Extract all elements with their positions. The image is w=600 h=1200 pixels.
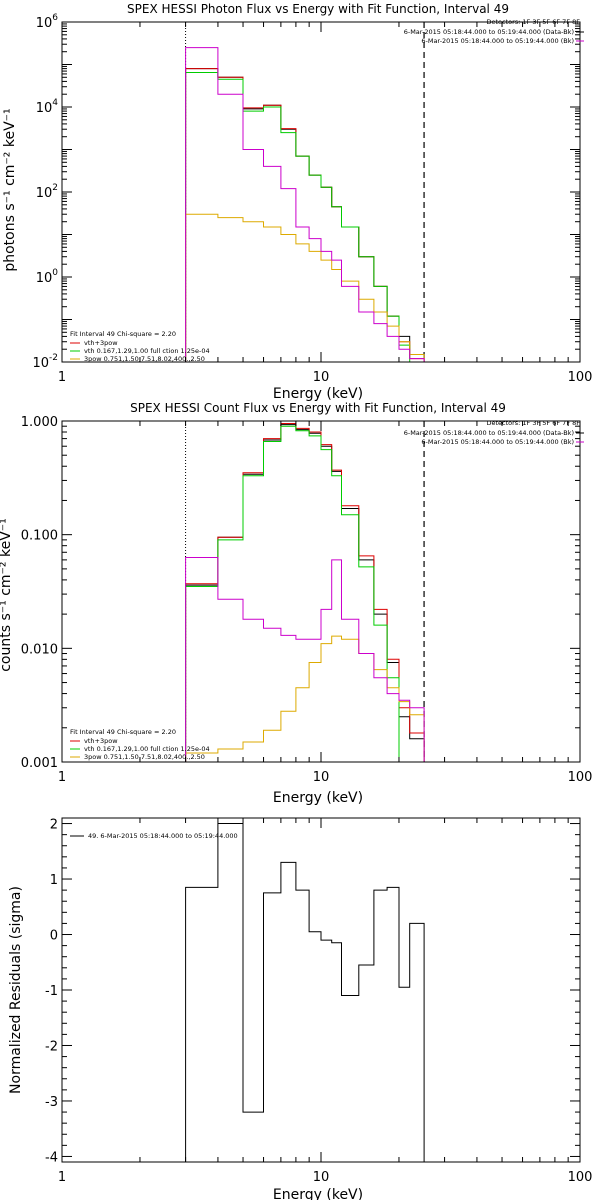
count-flux-ylabel: counts s⁻¹ cm⁻² keV⁻¹ bbox=[0, 518, 14, 672]
count-flux-xtick-label: 100 bbox=[568, 770, 593, 785]
photon-flux-bk-interval: 6-Mar-2015 05:18:44.000 to 05:19:44.000 … bbox=[421, 37, 574, 45]
count-flux-fit-total: vth+3pow bbox=[84, 737, 118, 745]
count-flux-fit-info: Fit Interval 49 Chi-square = 2.20 vth+3p… bbox=[70, 728, 210, 761]
residuals-plot-area: 1 10 100 -4 -3 -2 -1 0 1 2 bbox=[45, 817, 593, 1185]
photon-flux-fit-interval: Fit Interval 49 Chi-square = 2.20 bbox=[70, 330, 176, 338]
count-flux-plot-area: 1 10 100 0.001 0.010 0.100 1.000 bbox=[21, 415, 593, 785]
count-flux-data-bk-interval: 6-Mar-2015 05:18:44.000 to 05:19:44.000 … bbox=[404, 429, 574, 437]
count-flux-series-bk bbox=[185, 557, 425, 762]
count-flux-ytick-label: 1.000 bbox=[21, 415, 58, 430]
count-flux-ytick-label: 0.001 bbox=[21, 756, 58, 771]
residuals-ytick-label: 2 bbox=[50, 818, 58, 833]
count-flux-fit-vth: vth 0.167,1.29,1.00 full ction 1.25e-04 bbox=[84, 745, 210, 753]
residuals-xtick-label: 1 bbox=[58, 1170, 66, 1185]
photon-flux-xtick-label: 100 bbox=[568, 370, 593, 385]
residuals-xtick-label: 10 bbox=[313, 1170, 330, 1185]
photon-flux-xtick-label: 10 bbox=[313, 370, 330, 385]
count-flux-header: Detectors: 1F 3F 5F 6F 7F 8F 6-Mar-2015 … bbox=[404, 419, 584, 446]
count-flux-ytick-label: 0.100 bbox=[21, 529, 58, 544]
residuals-panel: Energy (keV) Normalized Residuals (sigma… bbox=[8, 817, 593, 1200]
photon-flux-fit-vth: vth 0.167,1.29,1.00 full ction 1.25e-04 bbox=[84, 347, 210, 355]
residuals-ytick-label: -2 bbox=[45, 1039, 58, 1054]
residuals-xtick-label: 100 bbox=[568, 1170, 593, 1185]
residuals-ytick-label: 1 bbox=[50, 873, 58, 888]
residuals-ytick-label: -4 bbox=[45, 1150, 58, 1165]
count-flux-ytick-label: 0.010 bbox=[21, 642, 58, 657]
residuals-ytick-label: 0 bbox=[50, 929, 58, 944]
photon-flux-panel: SPEX HESSI Photon Flux vs Energy with Fi… bbox=[2, 2, 592, 402]
count-flux-series-data-bk bbox=[185, 424, 425, 762]
photon-flux-detectors: Detectors: 1F 3F 5F 6F 7F 8F bbox=[486, 18, 580, 26]
photon-flux-fit-total: vth+3pow bbox=[84, 339, 118, 347]
count-flux-fit-interval: Fit Interval 49 Chi-square = 2.20 bbox=[70, 728, 176, 736]
count-flux-panel: SPEX HESSI Count Flux vs Energy with Fit… bbox=[0, 401, 592, 806]
residuals-series-series-0 bbox=[185, 823, 425, 1162]
count-flux-series-3pow bbox=[185, 635, 425, 762]
count-flux-xlabel: Energy (keV) bbox=[273, 790, 363, 806]
count-flux-xtick-label: 10 bbox=[313, 770, 330, 785]
count-flux-detectors: Detectors: 1F 3F 5F 6F 7F 8F bbox=[486, 419, 580, 427]
photon-flux-ylabel: photons s⁻¹ cm⁻² keV⁻¹ bbox=[2, 108, 18, 271]
residuals-ytick-label: -3 bbox=[45, 1095, 58, 1110]
count-flux-series-vth-3pow bbox=[185, 423, 425, 762]
residuals-legend: 49. 6-Mar-2015 05:18:44.000 to 05:19:44.… bbox=[88, 832, 238, 840]
residuals-ytick-label: -1 bbox=[45, 984, 58, 999]
photon-flux-xtick-label: 1 bbox=[58, 370, 66, 385]
photon-flux-title: SPEX HESSI Photon Flux vs Energy with Fi… bbox=[127, 2, 509, 16]
count-flux-bk-interval: 6-Mar-2015 05:18:44.000 to 05:19:44.000 … bbox=[421, 438, 574, 446]
photon-flux-series-bk bbox=[185, 47, 425, 362]
photon-flux-series-3pow bbox=[185, 213, 425, 362]
photon-flux-header: Detectors: 1F 3F 5F 6F 7F 8F 6-Mar-2015 … bbox=[404, 18, 584, 45]
count-flux-fit-3pow: 3pow 0.751,1.50,7.51,8.02,400.,2.50 bbox=[84, 753, 205, 761]
count-flux-xtick-label: 1 bbox=[58, 770, 66, 785]
residuals-ylabel: Normalized Residuals (sigma) bbox=[8, 886, 24, 1094]
count-flux-title: SPEX HESSI Count Flux vs Energy with Fit… bbox=[130, 401, 506, 415]
residuals-xlabel: Energy (keV) bbox=[273, 1187, 363, 1200]
photon-flux-xlabel: Energy (keV) bbox=[273, 386, 363, 402]
photon-flux-fit-3pow: 3pow 0.751,1.50,7.51,8.02,400.,2.50 bbox=[84, 355, 205, 363]
count-flux-series-vth bbox=[185, 425, 425, 763]
photon-flux-data-bk-interval: 6-Mar-2015 05:18:44.000 to 05:19:44.000 … bbox=[404, 28, 574, 36]
photon-flux-fit-info: Fit Interval 49 Chi-square = 2.20 vth+3p… bbox=[70, 330, 210, 363]
